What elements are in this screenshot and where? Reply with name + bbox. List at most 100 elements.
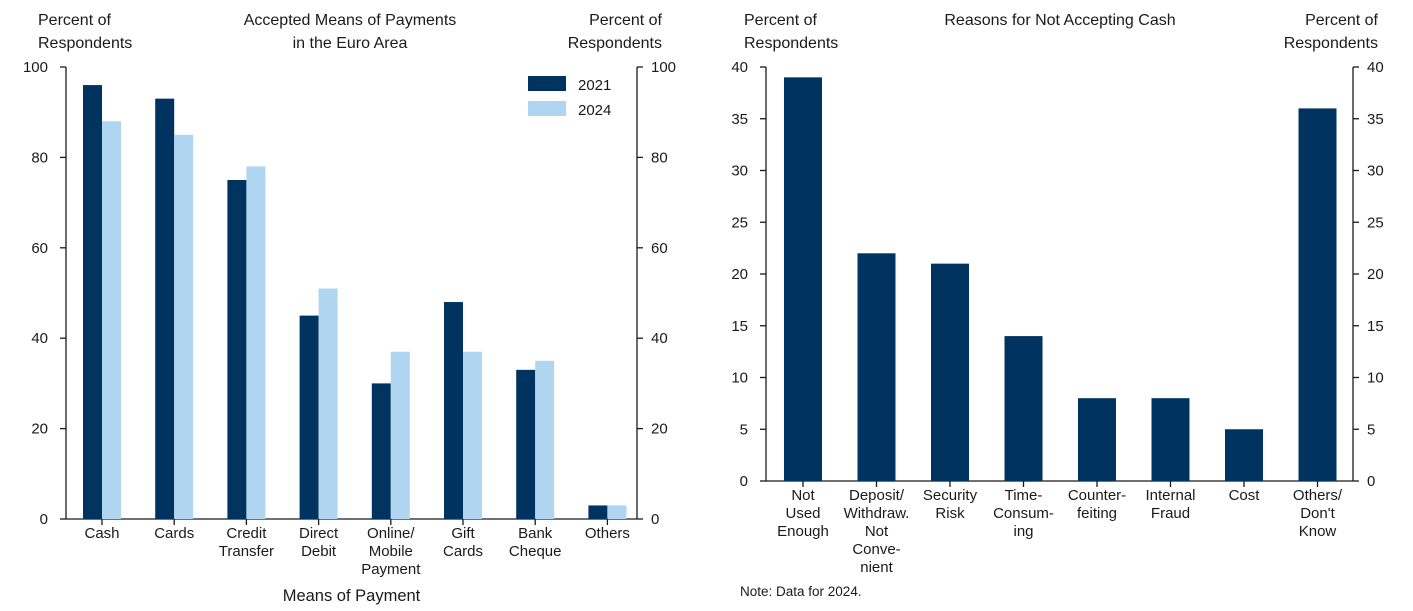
- bar-2024-4: [1078, 398, 1116, 481]
- x-tick-label: Bank: [518, 525, 553, 542]
- x-tick-label: Conve-: [852, 541, 900, 558]
- bar-2021-7: [588, 505, 608, 519]
- chart-accepted-means-of-payments: Percent of Respondents Accepted Means of P…: [23, 12, 676, 605]
- bar-2024-0: [102, 121, 121, 520]
- y-tick-label-left: 30: [731, 163, 748, 180]
- x-axis-title: Means of Payment: [283, 587, 421, 605]
- chart-title: in the Euro Area: [293, 35, 408, 52]
- y-tick-label-left: 40: [731, 59, 748, 76]
- y-tick-label-right: 5: [1367, 421, 1375, 438]
- bar-2021-4: [371, 383, 391, 519]
- bar-2021-5: [444, 302, 463, 519]
- bar-2024-1: [857, 253, 896, 481]
- y-tick-label-left: 0: [740, 473, 748, 490]
- y-tick-label-right: 30: [1367, 163, 1384, 180]
- x-tick-label: Used: [785, 505, 820, 522]
- y-tick-label-right: 10: [1367, 370, 1384, 387]
- chart-title: Reasons for Not Accepting Cash: [944, 12, 1175, 29]
- bar-2024-5: [1151, 398, 1190, 481]
- bar-2021-1: [155, 98, 175, 519]
- x-tick-label: Debit: [301, 543, 337, 560]
- y-tick-label-left: 20: [31, 421, 48, 438]
- y-tick-label-left: 20: [731, 266, 748, 283]
- y-axis-label-left: Respondents: [38, 35, 132, 52]
- y-axis-label-right: Respondents: [568, 35, 662, 52]
- bar-2024-3: [1004, 336, 1043, 481]
- legend-label-2021: 2021: [578, 77, 611, 94]
- bar-2024-4: [390, 351, 410, 519]
- y-tick-label-left: 0: [40, 511, 48, 528]
- y-tick-label-right: 40: [651, 330, 668, 347]
- y-axis-label-right: Respondents: [1284, 35, 1378, 52]
- y-tick-label-right: 0: [651, 511, 659, 528]
- x-tick-label: Not: [791, 487, 815, 504]
- x-tick-label: Internal: [1145, 487, 1195, 504]
- bar-2021-0: [83, 85, 102, 519]
- x-tick-label: Online/: [367, 525, 415, 542]
- bar-2021-3: [299, 315, 319, 519]
- y-tick-label-left: 100: [23, 59, 48, 76]
- y-tick-label-left: 35: [731, 111, 748, 128]
- y-tick-label-left: 25: [731, 214, 748, 231]
- x-tick-label: Not: [865, 523, 889, 540]
- x-tick-label: Cards: [443, 543, 483, 560]
- bar-2024-7: [607, 505, 627, 519]
- y-tick-label-right: 35: [1367, 111, 1384, 128]
- y-tick-label-left: 5: [740, 421, 748, 438]
- chart-title: Accepted Means of Payments: [244, 12, 457, 29]
- y-tick-label-right: 25: [1367, 214, 1384, 231]
- bar-2024-1: [174, 134, 194, 520]
- y-tick-label-right: 15: [1367, 318, 1384, 335]
- chart-reasons-not-accepting-cash: Percent of Respondents Reasons for Not Acc…: [731, 12, 1383, 599]
- y-axis-label-left: Respondents: [744, 35, 838, 52]
- x-tick-label: Deposit/: [849, 487, 905, 504]
- x-tick-label: Risk: [935, 505, 965, 522]
- bar-2024-7: [1298, 108, 1337, 482]
- bar-2024-6: [1225, 429, 1263, 481]
- chart-note: Note: Data for 2024.: [740, 584, 862, 599]
- x-tick-label: Cards: [154, 525, 194, 542]
- bar-2024-3: [318, 288, 338, 519]
- y-axis-label-left: Percent of: [744, 12, 817, 29]
- bar-2024-2: [931, 263, 969, 481]
- x-tick-label: ing: [1013, 523, 1033, 540]
- x-tick-label: Counter-: [1068, 487, 1126, 504]
- y-tick-label-left: 40: [31, 330, 48, 347]
- legend-label-2024: 2024: [578, 102, 611, 119]
- y-axis-label-right: Percent of: [589, 12, 662, 29]
- y-tick-label-right: 100: [651, 59, 676, 76]
- y-tick-label-right: 20: [651, 421, 668, 438]
- y-tick-label-left: 10: [731, 370, 748, 387]
- x-tick-label: Transfer: [219, 543, 274, 560]
- bar-2024-2: [246, 166, 266, 519]
- x-tick-label: Others: [585, 525, 630, 542]
- x-tick-label: Cost: [1229, 487, 1261, 504]
- bar-2024-5: [463, 351, 482, 519]
- x-tick-label: Credit: [226, 525, 267, 542]
- x-tick-label: Others/: [1293, 487, 1343, 504]
- y-axis-label-left: Percent of: [38, 12, 111, 29]
- legend-swatch-2021: [528, 76, 566, 91]
- x-tick-label: Enough: [777, 523, 829, 540]
- x-tick-label: Security: [923, 487, 978, 504]
- x-tick-label: Direct: [299, 525, 339, 542]
- y-tick-label-left: 80: [31, 149, 48, 166]
- x-tick-label: Cash: [84, 525, 119, 542]
- x-tick-label: nient: [860, 559, 893, 576]
- y-tick-label-right: 20: [1367, 266, 1384, 283]
- x-tick-label: feiting: [1077, 505, 1117, 522]
- bar-2021-6: [516, 369, 536, 519]
- y-axis-label-right: Percent of: [1305, 12, 1378, 29]
- x-tick-label: Cheque: [509, 543, 562, 560]
- bar-2024-6: [535, 360, 555, 519]
- y-tick-label-right: 0: [1367, 473, 1375, 490]
- y-tick-label-right: 60: [651, 240, 668, 257]
- y-tick-label-left: 15: [731, 318, 748, 335]
- x-tick-label: Mobile: [369, 543, 413, 560]
- y-tick-label-right: 40: [1367, 59, 1384, 76]
- x-tick-label: Consum-: [993, 505, 1054, 522]
- bar-2024-0: [784, 77, 822, 481]
- legend-swatch-2024: [528, 101, 566, 116]
- x-tick-label: Don't: [1300, 505, 1335, 522]
